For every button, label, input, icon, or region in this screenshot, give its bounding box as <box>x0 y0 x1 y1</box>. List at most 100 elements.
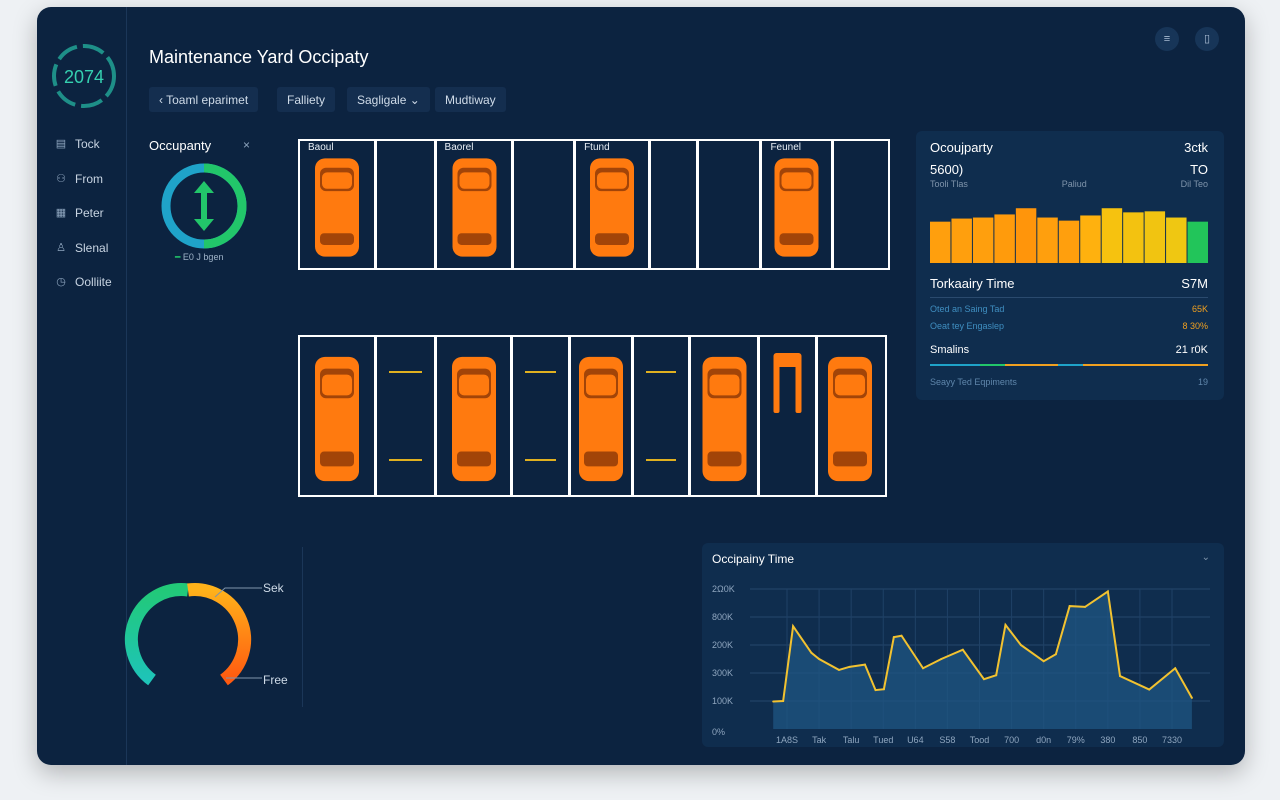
y-tick-label: 0% <box>712 727 725 737</box>
filter-chip[interactable]: Mudtiway <box>435 87 506 112</box>
parking-bay-occupied[interactable] <box>437 337 514 495</box>
row-label: Oted an Saing Tad <box>930 304 1005 314</box>
x-tick-label: Tued <box>873 735 893 745</box>
data-point <box>900 634 903 637</box>
occupancy-donut <box>161 163 247 249</box>
summary-bar <box>1101 208 1123 263</box>
users-icon: ⚇ <box>56 172 66 185</box>
data-point <box>818 658 821 660</box>
gauge-label-top: Sek <box>263 581 284 595</box>
sidebar-item[interactable]: ◷ Oolliite <box>56 275 112 289</box>
x-tick-label: 79% <box>1067 735 1085 745</box>
row-label: Oeat tey Engaslep <box>930 321 1005 331</box>
parking-row-top: Baoul Baorel Ftund Feunel <box>298 139 890 270</box>
series-line <box>773 589 1193 703</box>
y-tick-label: 200K <box>712 640 733 650</box>
summary-sub: Paliud <box>1061 179 1087 189</box>
parking-bay-occupied[interactable] <box>300 337 377 495</box>
parking-bay-occupied[interactable] <box>818 337 885 495</box>
summary-bar <box>1187 221 1208 263</box>
data-point <box>922 667 925 670</box>
data-point <box>874 689 877 692</box>
parking-bay-occupied[interactable] <box>760 337 819 495</box>
parking-bay-occupied[interactable]: Feunel <box>762 141 835 268</box>
summary-bar <box>1123 212 1144 263</box>
menu-icon[interactable]: ≡ <box>1155 27 1179 51</box>
sidebar-item[interactable]: ⚇ From <box>56 171 103 186</box>
document-icon[interactable]: ▯ <box>1195 27 1219 51</box>
x-tick-label: d0n <box>1036 735 1051 745</box>
x-tick-label: Tood <box>970 735 990 745</box>
car-icon <box>452 158 497 257</box>
data-point <box>940 658 943 660</box>
sidebar-item[interactable]: ▤ Tock <box>55 137 100 151</box>
data-point <box>882 688 885 691</box>
summary-panel: Ocoujparty 3ctk 5600) TO Tooli Tlas Paliud D… <box>916 131 1224 400</box>
parking-bay-empty[interactable] <box>634 337 691 495</box>
back-button[interactable]: ‹ Toaml eparimet <box>149 87 259 112</box>
parking-bay-occupied[interactable] <box>571 337 634 495</box>
parking-bay-occupied[interactable]: Baorel <box>437 141 515 268</box>
parking-bay-empty[interactable] <box>514 141 577 268</box>
calendar-icon: ▤ <box>55 138 67 150</box>
summary-bar-chart <box>930 208 1208 263</box>
data-point <box>837 668 840 671</box>
car-icon <box>315 356 359 482</box>
bay-label: Baorel <box>444 142 474 153</box>
x-tick-label: Talu <box>843 735 860 745</box>
summary-big-right: TO <box>1190 162 1208 177</box>
x-tick-label: Tak <box>812 735 827 745</box>
parking-bay-occupied[interactable] <box>691 337 761 495</box>
sidebar-item[interactable]: ♙ Slenal <box>56 240 109 255</box>
occupancy-legend: ━ E0 J bgen <box>175 252 224 262</box>
summary-title: Ocoujparty <box>930 140 993 155</box>
y-tick-label: 100K <box>712 696 733 706</box>
summary-bar <box>930 221 951 263</box>
car-icon <box>828 356 873 482</box>
bay-label: Ftund <box>584 142 610 153</box>
dropdown-chip[interactable]: Sagligale ⌄ <box>347 87 430 112</box>
progress-bar <box>930 364 1208 366</box>
grid-icon: ▦ <box>55 207 67 219</box>
parking-row-bottom <box>298 335 887 497</box>
sidebar-item[interactable]: ▦ Peter <box>55 206 104 220</box>
data-point <box>995 674 998 677</box>
parking-bay-occupied[interactable]: Baoul <box>300 141 377 268</box>
data-point <box>1004 623 1007 626</box>
data-point <box>1019 644 1022 646</box>
parking-bay-empty[interactable] <box>513 337 572 495</box>
total-label: Smalins <box>930 344 970 356</box>
data-point <box>1084 605 1087 608</box>
parking-bay-empty[interactable] <box>834 141 888 268</box>
chevron-down-icon[interactable]: ⌄ <box>1201 552 1210 563</box>
section-value: S7M <box>1181 276 1208 291</box>
summary-bar <box>1015 208 1037 263</box>
sidebar: 2074 ▤ Tock ⚇ From ▦ Peter ♙ Slenal ◷ Oolliite <box>37 7 127 765</box>
data-point <box>848 665 851 668</box>
data-point <box>961 648 964 651</box>
parking-bay-occupied[interactable]: Ftund <box>576 141 651 268</box>
data-point <box>1068 605 1071 608</box>
x-tick-label: 380 <box>1100 735 1115 745</box>
x-tick-label: 7330 <box>1162 735 1182 745</box>
filter-chip[interactable]: Falliety <box>277 87 336 112</box>
logo-ring-icon <box>52 44 116 108</box>
bell-icon: ♙ <box>56 241 66 254</box>
summary-bar <box>1058 220 1080 263</box>
x-tick-label: S58 <box>939 735 955 745</box>
occupancy-gauge <box>124 583 262 686</box>
section-title: Torkaairy Time <box>930 276 1015 291</box>
x-tick-label: 1A8S <box>776 735 798 745</box>
parking-bay-empty[interactable] <box>699 141 763 268</box>
divider <box>930 297 1208 298</box>
row-value: 65K <box>1191 304 1208 314</box>
parking-bay-empty[interactable] <box>377 141 437 268</box>
summary-bar <box>994 214 1015 263</box>
parking-bay-empty[interactable] <box>651 141 699 268</box>
close-icon[interactable]: × <box>243 138 251 152</box>
bay-label: Baoul <box>308 142 334 153</box>
row-value: 8 30% <box>1182 321 1208 331</box>
x-tick-label: 850 <box>1132 735 1147 745</box>
parking-bay-empty[interactable] <box>377 337 437 495</box>
dashboard-window: 2074 ▤ Tock ⚇ From ▦ Peter ♙ Slenal ◷ Oolliite Ma… <box>37 7 1245 765</box>
